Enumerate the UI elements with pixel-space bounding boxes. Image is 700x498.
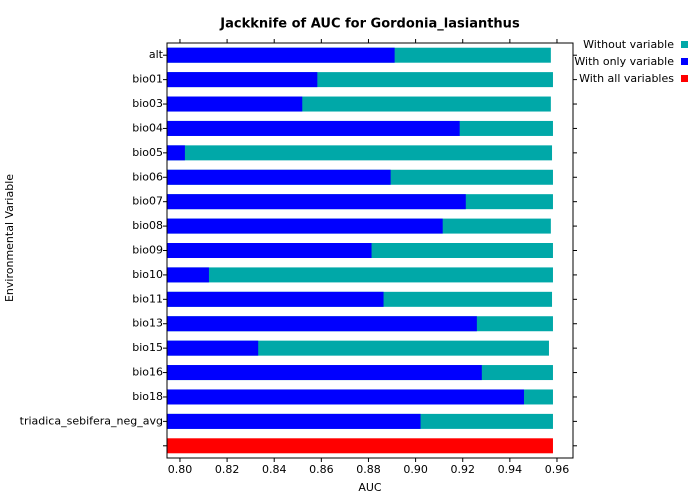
bar (167, 438, 553, 454)
bar (167, 145, 553, 161)
bar (167, 267, 209, 283)
bar (167, 218, 443, 234)
bar (167, 413, 421, 429)
y-tick-label: bio10 (132, 268, 163, 281)
y-tick-label: bio11 (132, 292, 163, 305)
x-tick-label: 0.88 (356, 463, 381, 476)
legend-label: With only variable (574, 55, 674, 68)
bar (167, 267, 553, 283)
bar (167, 291, 384, 307)
y-tick-label: bio07 (132, 195, 163, 208)
bar (167, 340, 259, 356)
legend-swatch (681, 41, 688, 48)
x-tick-label: 0.82 (215, 463, 240, 476)
y-tick-label: alt (149, 48, 164, 61)
y-tick-label: bio06 (132, 170, 163, 183)
bar (167, 243, 372, 258)
y-tick-label: bio18 (132, 390, 163, 403)
y-tick-label: triadica_sebifera_neg_avg (20, 414, 163, 427)
x-tick-label: 0.92 (450, 463, 475, 476)
legend-swatch (681, 75, 688, 82)
y-tick-label: bio13 (132, 317, 163, 330)
y-tick-label: bio15 (132, 341, 163, 354)
x-tick-label: 0.84 (262, 463, 287, 476)
bar (167, 194, 466, 210)
chart-title: Jackknife of AUC for Gordonia_lasianthus (219, 17, 520, 32)
bar (167, 72, 318, 88)
legend-label: Without variable (583, 38, 674, 51)
legend-swatch (681, 58, 688, 65)
bar (167, 340, 549, 356)
y-tick-label: bio08 (132, 219, 163, 232)
x-tick-label: 0.94 (498, 463, 523, 476)
y-tick-label: bio09 (132, 244, 163, 257)
bar (167, 316, 477, 332)
legend-label: With all variables (579, 72, 674, 85)
y-tick-label: bio05 (132, 146, 163, 159)
y-tick-label: bio04 (132, 121, 163, 134)
bar (167, 47, 395, 63)
y-tick-label: bio16 (132, 366, 163, 379)
x-tick-label: 0.96 (545, 463, 570, 476)
y-tick-label: bio01 (132, 73, 163, 86)
bar (167, 169, 391, 185)
x-tick-label: 0.86 (309, 463, 334, 476)
x-tick-label: 0.90 (403, 463, 428, 476)
x-tick-label: 0.80 (168, 463, 193, 476)
bar (167, 389, 524, 405)
bar (167, 120, 460, 136)
bar (167, 145, 185, 161)
x-axis-label: AUC (358, 481, 382, 494)
y-axis-label: Environmental Variable (3, 174, 16, 302)
bar (167, 96, 303, 112)
y-tick-label: bio03 (132, 97, 163, 110)
bar (167, 365, 482, 381)
